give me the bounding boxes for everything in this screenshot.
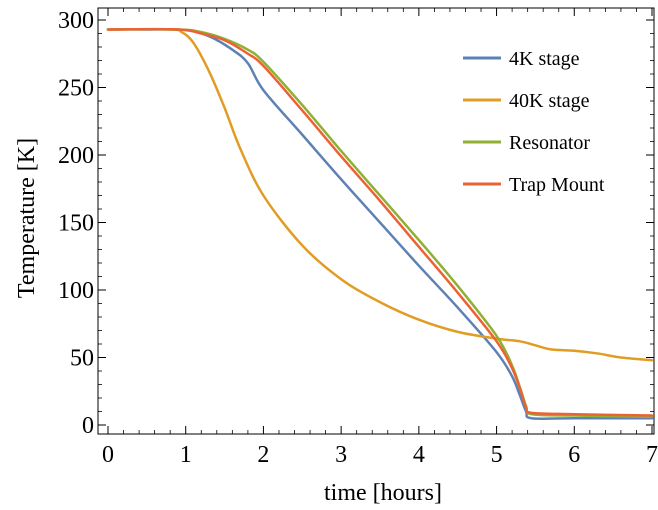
y-tick-label: 150 <box>58 211 94 237</box>
y-tick-label: 250 <box>58 76 94 102</box>
y-axis-label: Temperature [K] <box>14 138 40 298</box>
series-line-4k-stage <box>106 28 654 420</box>
y-tick-label: 0 <box>82 413 94 439</box>
series-line-40k-stage <box>106 28 654 362</box>
x-tick-label: 1 <box>180 442 192 468</box>
series-line-trap-mount <box>106 27 654 417</box>
plot-border <box>97 7 655 435</box>
y-tick-label: 300 <box>58 8 94 34</box>
y-tick-label: 50 <box>70 346 94 372</box>
legend-label: Trap Mount <box>509 174 605 196</box>
x-tick-label: 5 <box>491 442 503 468</box>
x-axis-ticks: 0 1 2 3 4 5 6 7 <box>102 8 658 468</box>
legend-label: Resonator <box>509 132 590 154</box>
plot-frame <box>97 7 655 435</box>
legend-label: 4K stage <box>509 48 580 70</box>
y-axis-ticks: 0 50 100 150 200 250 300 <box>58 8 654 439</box>
y-tick-label: 200 <box>58 143 94 169</box>
x-tick-label: 6 <box>568 442 580 468</box>
x-tick-label: 7 <box>646 442 658 468</box>
legend: 4K stage 40K stage Resonator Trap Mount <box>463 48 605 196</box>
x-tick-label: 2 <box>257 442 269 468</box>
x-axis-label: time [hours] <box>324 480 442 506</box>
x-tick-label: 3 <box>335 442 347 468</box>
y-tick-label: 100 <box>58 278 94 304</box>
x-tick-label: 4 <box>413 442 425 468</box>
series-layer <box>106 27 654 420</box>
legend-label: 40K stage <box>509 90 590 112</box>
x-tick-label: 0 <box>102 442 114 468</box>
